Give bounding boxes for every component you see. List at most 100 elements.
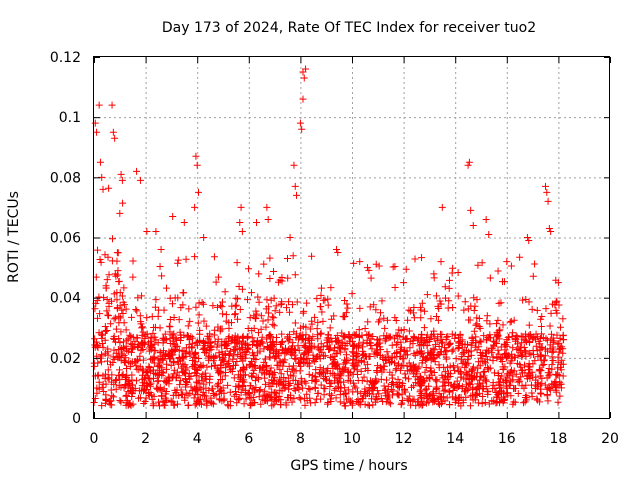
data-point — [211, 361, 219, 369]
data-point — [156, 349, 164, 357]
data-point — [300, 356, 308, 364]
data-point — [133, 365, 141, 373]
data-point — [465, 380, 473, 388]
data-point — [462, 393, 470, 401]
data-point — [268, 388, 276, 396]
data-point — [257, 400, 265, 408]
data-point — [185, 372, 193, 380]
y-tick-label: 0 — [72, 411, 81, 427]
data-point — [271, 397, 279, 405]
data-point — [226, 397, 234, 405]
data-point — [169, 212, 177, 220]
data-point — [550, 337, 558, 345]
data-point — [291, 387, 299, 395]
data-point — [200, 380, 208, 388]
data-point — [246, 394, 254, 402]
data-point — [419, 353, 427, 361]
data-point — [269, 320, 277, 328]
data-point — [314, 389, 322, 397]
data-point — [252, 307, 260, 315]
data-point — [441, 368, 449, 376]
data-point — [355, 399, 363, 407]
data-point — [236, 394, 244, 402]
data-point — [143, 314, 151, 322]
data-point — [450, 366, 458, 374]
data-point — [158, 355, 166, 363]
data-point — [237, 389, 245, 397]
data-point — [495, 350, 503, 358]
data-point — [254, 375, 262, 383]
data-point — [369, 333, 377, 341]
data-point — [153, 377, 161, 385]
data-point — [351, 331, 359, 339]
data-point — [494, 391, 502, 399]
data-point — [309, 333, 317, 341]
data-point — [292, 355, 300, 363]
data-point — [537, 323, 545, 331]
data-point — [309, 351, 317, 359]
data-point — [553, 309, 561, 317]
data-point — [205, 386, 213, 394]
data-point — [148, 313, 156, 321]
data-point — [514, 390, 522, 398]
data-point — [373, 349, 381, 357]
data-point — [480, 372, 488, 380]
data-point — [253, 218, 261, 226]
data-point — [139, 367, 147, 375]
data-point — [360, 373, 368, 381]
data-point — [470, 307, 478, 315]
data-point — [265, 353, 273, 361]
y-tick-labels: 0 0.02 0.04 0.06 0.08 0.1 0.12 — [50, 50, 81, 427]
data-point — [113, 257, 121, 265]
data-point — [228, 334, 236, 342]
data-point — [469, 336, 477, 344]
data-point — [255, 387, 263, 395]
data-point — [128, 371, 136, 379]
data-point — [385, 398, 393, 406]
data-point — [341, 296, 349, 304]
data-point — [278, 300, 286, 308]
data-point — [148, 395, 156, 403]
data-point — [449, 362, 457, 370]
data-point — [410, 395, 418, 403]
data-point — [98, 358, 106, 366]
data-point — [179, 368, 187, 376]
data-point — [543, 188, 551, 196]
data-point — [374, 336, 382, 344]
data-point — [302, 335, 310, 343]
data-point — [439, 378, 447, 386]
data-point — [129, 333, 137, 341]
data-point — [325, 346, 333, 354]
data-point — [300, 307, 308, 315]
data-point — [296, 367, 304, 375]
data-point — [309, 372, 317, 380]
data-point — [313, 295, 321, 303]
data-point — [250, 338, 258, 346]
data-point — [363, 377, 371, 385]
data-point — [431, 335, 439, 343]
data-point — [236, 218, 244, 226]
data-point — [134, 294, 142, 302]
data-point — [320, 391, 328, 399]
data-point — [215, 368, 223, 376]
data-point — [445, 276, 453, 284]
data-point — [345, 331, 353, 339]
data-point — [112, 377, 120, 385]
data-point — [464, 385, 472, 393]
data-point — [393, 349, 401, 357]
data-point — [483, 364, 491, 372]
data-point — [199, 371, 207, 379]
data-point — [139, 379, 147, 387]
data-point — [155, 398, 163, 406]
data-point — [392, 316, 400, 324]
data-point — [444, 332, 452, 340]
data-point — [422, 364, 430, 372]
data-point — [216, 388, 224, 396]
data-point — [242, 351, 250, 359]
data-point — [376, 343, 384, 351]
data-point — [321, 385, 329, 393]
data-point — [116, 346, 124, 354]
data-point — [391, 314, 399, 322]
data-point — [136, 352, 144, 360]
data-point — [321, 296, 329, 304]
